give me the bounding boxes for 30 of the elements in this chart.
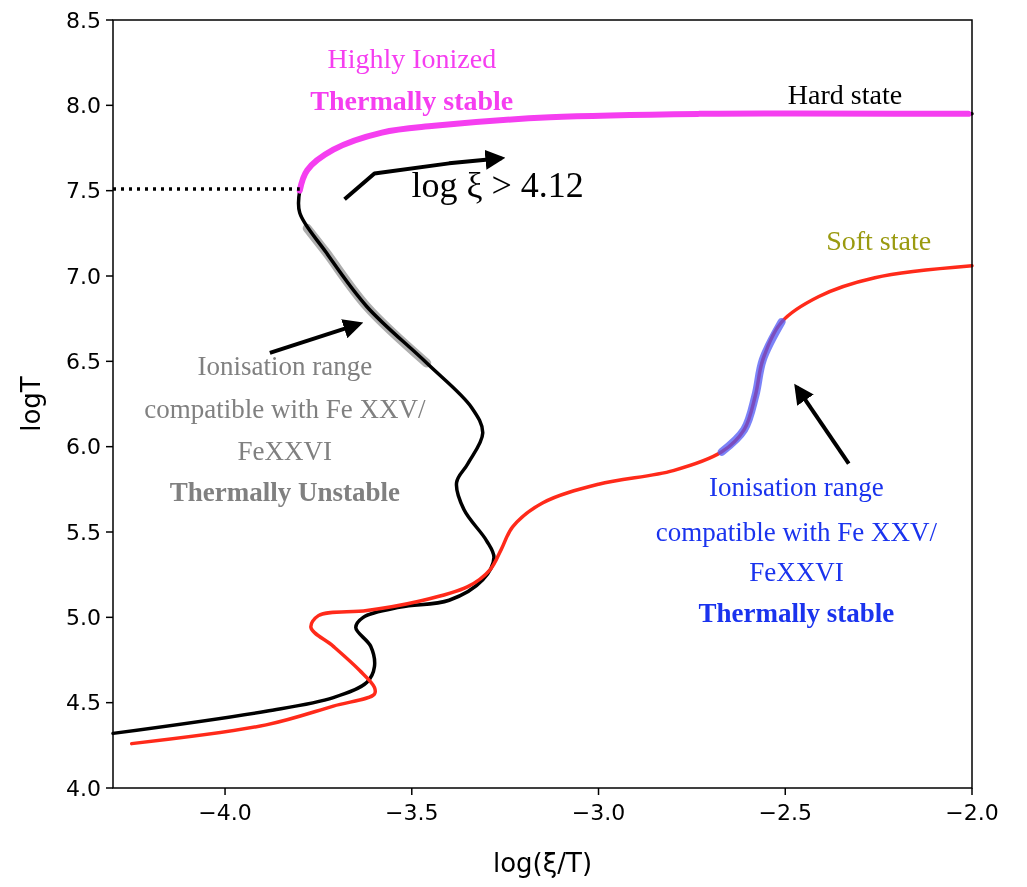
annotation: Soft state: [826, 225, 932, 257]
annotation: Ionisation range: [197, 350, 373, 381]
y-tick-label: 8.0: [66, 93, 101, 119]
annotation: compatible with Fe XXV/: [655, 516, 938, 547]
annotation: compatible with Fe XXV/: [144, 393, 426, 424]
annotation: Thermally stable: [310, 85, 514, 117]
y-tick-label: 6.5: [66, 349, 101, 375]
annotation: Hard state: [787, 78, 903, 110]
y-tick-label: 4.5: [66, 690, 101, 716]
y-tick-label: 4.0: [66, 775, 101, 801]
x-axis-title: log(ξ/T): [492, 848, 593, 878]
x-tick-label: −3.0: [571, 800, 626, 825]
y-tick-label: 8.5: [66, 7, 101, 33]
y-tick-label: 7.0: [66, 263, 101, 289]
y-tick-label: 6.0: [66, 434, 101, 460]
x-tick-label: −3.5: [385, 800, 439, 825]
x-tick-label: −2.5: [758, 800, 812, 825]
y-tick-label: 5.0: [66, 605, 101, 631]
x-tick-label: −2.0: [945, 800, 999, 825]
annotation: Highly Ionized: [327, 42, 497, 74]
x-tick-label: −4.0: [198, 800, 252, 825]
y-axis-title: logT: [16, 376, 46, 432]
annotation: Thermally Unstable: [169, 477, 400, 508]
annotation: FeXXVI: [237, 436, 333, 467]
annotation: Thermally stable: [698, 598, 895, 629]
y-tick-label: 5.5: [66, 519, 101, 545]
annotation: log ξ > 4.12: [411, 165, 584, 206]
annotation: Ionisation range: [709, 472, 884, 503]
y-tick-label: 7.5: [66, 178, 101, 204]
annotation: FeXXVI: [749, 557, 844, 588]
